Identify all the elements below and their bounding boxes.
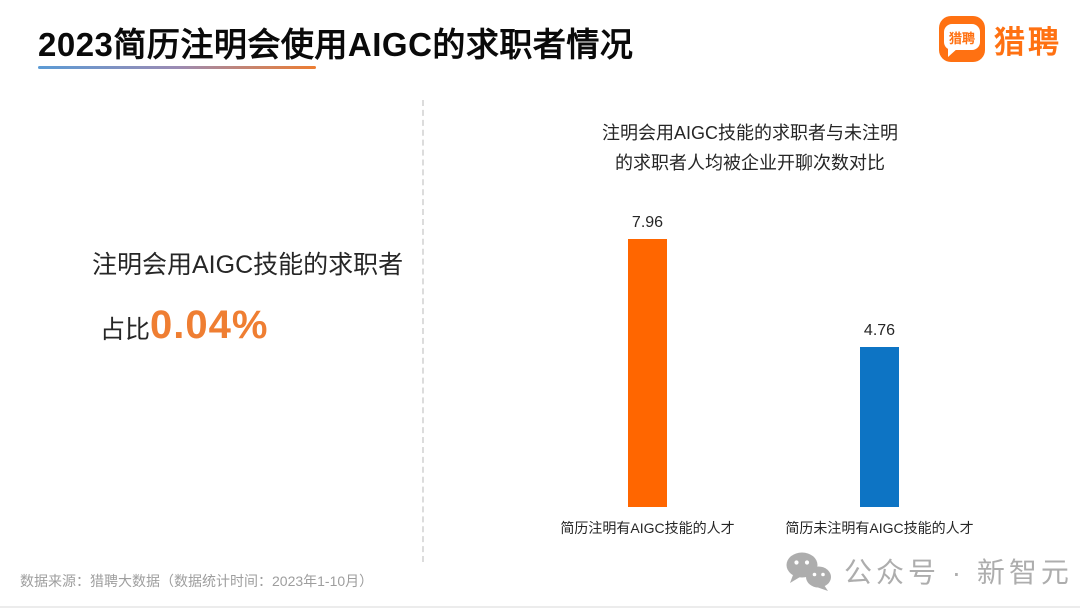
bar-category-label: 简历未注明有AIGC技能的人才 <box>785 520 974 536</box>
speech-bubble-icon: 猎聘 <box>944 24 980 50</box>
liepin-logo: 猎聘 猎聘 <box>939 16 1062 62</box>
bar-chart-plot: 7.96 简历注明有AIGC技能的人才 4.76 简历未注明有AIGC技能的人才 <box>540 200 1000 545</box>
bar-value-label: 4.76 <box>863 322 896 339</box>
bar-1 <box>628 239 667 507</box>
watermark-text: 公众号 · 新智元 <box>844 557 1073 588</box>
bar-stack: 4.76 <box>760 322 1000 507</box>
liepin-logo-icon: 猎聘 <box>939 16 985 62</box>
left-panel-headline: 注明会用AIGC技能的求职者 <box>92 251 404 279</box>
stat-value: 0.04% <box>150 303 269 347</box>
bar-group-1: 7.96 简历注明有AIGC技能的人才 <box>528 200 768 545</box>
bar-stack: 7.96 <box>528 214 768 507</box>
chart-title-line2: 的求职者人均被企业开聊次数对比 <box>615 153 885 173</box>
page-title: 2023简历注明会使用AIGC的求职者情况 <box>38 26 634 63</box>
bar-group-2: 4.76 简历未注明有AIGC技能的人才 <box>760 200 1000 545</box>
watermark: 公众号 · 新智元 <box>784 551 1073 591</box>
bar-value-label: 7.96 <box>631 214 664 231</box>
speech-bubble-tail <box>948 48 958 57</box>
stat-row: 占比 0.04% <box>100 303 268 348</box>
stat-prefix-label: 占比 <box>100 316 151 344</box>
data-source-note: 数据来源：猎聘大数据（数据统计时间：2023年1-10月） <box>20 573 374 589</box>
wechat-icon <box>786 552 831 591</box>
bar-category-label: 简历注明有AIGC技能的人才 <box>560 520 735 536</box>
logo-brand-name: 猎聘 <box>994 24 1062 60</box>
chart-title-line1: 注明会用AIGC技能的求职者与未注明 <box>601 123 898 143</box>
chart-title: 注明会用AIGC技能的求职者与未注明 的求职者人均被企业开聊次数对比 <box>540 118 960 178</box>
logo-icon-text: 猎聘 <box>948 30 975 46</box>
vertical-dashed-divider <box>422 100 424 562</box>
title-underline-gradient <box>38 66 316 69</box>
bar-2 <box>860 347 899 507</box>
